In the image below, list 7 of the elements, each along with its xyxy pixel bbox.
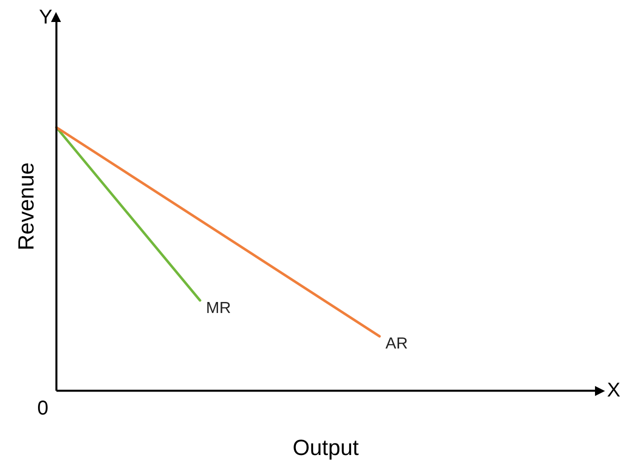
x-axis-title: Output — [292, 434, 359, 460]
series-label: MR — [206, 300, 231, 317]
text: 0 — [37, 397, 48, 420]
text: X — [607, 379, 620, 402]
series-label: AR — [386, 336, 408, 353]
y-axis-title: Revenue — [13, 162, 38, 250]
text: Y — [39, 6, 52, 29]
